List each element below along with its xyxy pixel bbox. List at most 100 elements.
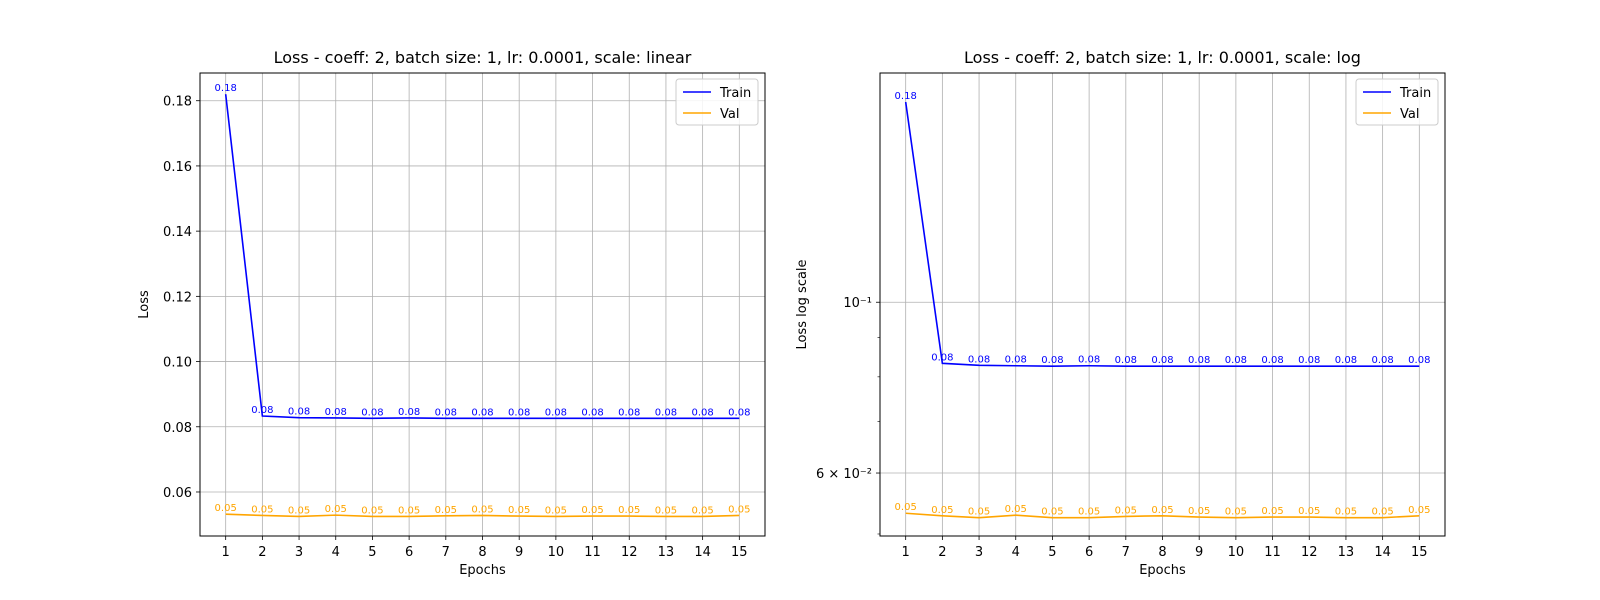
data-label-val: 0.05 [545, 505, 567, 516]
x-tick-label: 4 [332, 545, 340, 560]
data-label-train: 0.08 [728, 407, 750, 418]
data-label-train: 0.08 [1005, 355, 1027, 366]
data-label-val: 0.05 [968, 507, 990, 518]
data-label-val: 0.05 [1078, 507, 1100, 518]
legend: Train Val [675, 78, 759, 126]
x-tick-label: 3 [975, 545, 983, 560]
data-label-val: 0.05 [1041, 507, 1063, 518]
y-axis-label: Loss log scale [795, 259, 810, 349]
data-label-train: 0.08 [1188, 355, 1210, 366]
x-tick-label: 14 [1374, 545, 1391, 560]
x-tick-label: 6 [1085, 545, 1093, 560]
data-label-train: 0.08 [1041, 355, 1063, 366]
data-label-train: 0.08 [618, 407, 640, 418]
data-label-val: 0.05 [581, 505, 603, 516]
y-tick-label: 0.14 [163, 225, 192, 240]
x-tick-label: 12 [1301, 545, 1318, 560]
x-tick-label: 4 [1012, 545, 1020, 560]
y-tick-label: 6 × 10⁻² [816, 467, 872, 482]
x-tick-label: 14 [694, 545, 711, 560]
data-label-train: 0.18 [215, 83, 237, 94]
x-tick-label: 8 [1158, 545, 1166, 560]
x-tick-label: 6 [405, 545, 413, 560]
legend-label-train: Train [719, 86, 751, 101]
chart-1: Loss - coeff: 2, batch size: 1, lr: 0.00… [137, 48, 766, 578]
data-label-train: 0.08 [545, 407, 567, 418]
x-tick-label: 11 [584, 545, 601, 560]
x-axis-label: Epochs [1139, 563, 1186, 578]
x-tick-label: 2 [938, 545, 946, 560]
chart-2: Loss - coeff: 2, batch size: 1, lr: 0.00… [795, 48, 1446, 578]
data-label-train: 0.08 [1335, 355, 1357, 366]
x-tick-label: 11 [1264, 545, 1281, 560]
data-label-val: 0.05 [471, 504, 493, 515]
data-label-val: 0.05 [1261, 506, 1283, 517]
x-tick-label: 7 [442, 545, 450, 560]
data-label-val: 0.05 [895, 502, 917, 513]
data-label-val: 0.05 [618, 505, 640, 516]
x-tick-label: 10 [1228, 545, 1245, 560]
data-label-val: 0.05 [1005, 504, 1027, 515]
data-label-val: 0.05 [1151, 505, 1173, 516]
x-tick-label: 9 [515, 545, 523, 560]
data-label-train: 0.08 [1371, 355, 1393, 366]
data-label-val: 0.05 [1188, 506, 1210, 517]
x-tick-label: 15 [1411, 545, 1428, 560]
data-label-val: 0.05 [288, 505, 310, 516]
data-label-val: 0.05 [361, 505, 383, 516]
data-label-train: 0.08 [251, 405, 273, 416]
data-label-train: 0.08 [1151, 355, 1173, 366]
x-tick-label: 8 [478, 545, 486, 560]
data-label-val: 0.05 [728, 504, 750, 515]
data-label-val: 0.05 [1225, 507, 1247, 518]
x-tick-label: 9 [1195, 545, 1203, 560]
x-tick-label: 13 [658, 545, 675, 560]
data-label-val: 0.05 [435, 505, 457, 516]
y-tick-label: 0.10 [163, 356, 192, 371]
data-label-train: 0.08 [691, 407, 713, 418]
data-label-train: 0.08 [361, 407, 383, 418]
x-tick-label: 12 [621, 545, 638, 560]
data-label-train: 0.08 [968, 354, 990, 365]
y-tick-label: 0.12 [163, 290, 192, 305]
legend-label-train: Train [1399, 86, 1431, 101]
data-label-train: 0.08 [1261, 355, 1283, 366]
data-label-train: 0.08 [1408, 355, 1430, 366]
data-label-val: 0.05 [1408, 505, 1430, 516]
chart-title: Loss - coeff: 2, batch size: 1, lr: 0.00… [964, 48, 1361, 67]
chart-title: Loss - coeff: 2, batch size: 1, lr: 0.00… [274, 48, 692, 67]
data-label-train: 0.08 [1115, 355, 1137, 366]
data-label-val: 0.05 [655, 505, 677, 516]
y-tick-label: 0.08 [163, 421, 192, 436]
data-label-val: 0.05 [1371, 507, 1393, 518]
data-label-train: 0.08 [655, 407, 677, 418]
x-tick-label: 3 [295, 545, 303, 560]
data-label-train: 0.08 [931, 352, 953, 363]
data-label-train: 0.08 [1298, 355, 1320, 366]
data-label-val: 0.05 [691, 505, 713, 516]
data-label-train: 0.08 [508, 407, 530, 418]
axes-frame [879, 72, 1446, 537]
x-axis-label: Epochs [459, 563, 506, 578]
series-line-val [905, 512, 1420, 519]
data-label-train: 0.08 [398, 407, 420, 418]
legend: Train Val [1355, 78, 1439, 126]
data-label-val: 0.05 [508, 505, 530, 516]
legend-label-val: Val [1400, 107, 1419, 122]
data-label-train: 0.08 [288, 407, 310, 418]
data-label-train: 0.08 [1078, 355, 1100, 366]
data-label-val: 0.05 [1335, 507, 1357, 518]
x-tick-label: 2 [258, 545, 266, 560]
data-label-val: 0.05 [251, 504, 273, 515]
x-tick-label: 10 [548, 545, 565, 560]
data-label-val: 0.05 [1115, 505, 1137, 516]
data-label-val: 0.05 [215, 503, 237, 514]
x-tick-label: 7 [1122, 545, 1130, 560]
legend-label-val: Val [720, 107, 739, 122]
x-tick-label: 13 [1338, 545, 1355, 560]
x-tick-label: 5 [368, 545, 376, 560]
data-label-train: 0.08 [435, 407, 457, 418]
y-axis-label: Loss [137, 290, 152, 319]
x-tick-label: 5 [1048, 545, 1056, 560]
